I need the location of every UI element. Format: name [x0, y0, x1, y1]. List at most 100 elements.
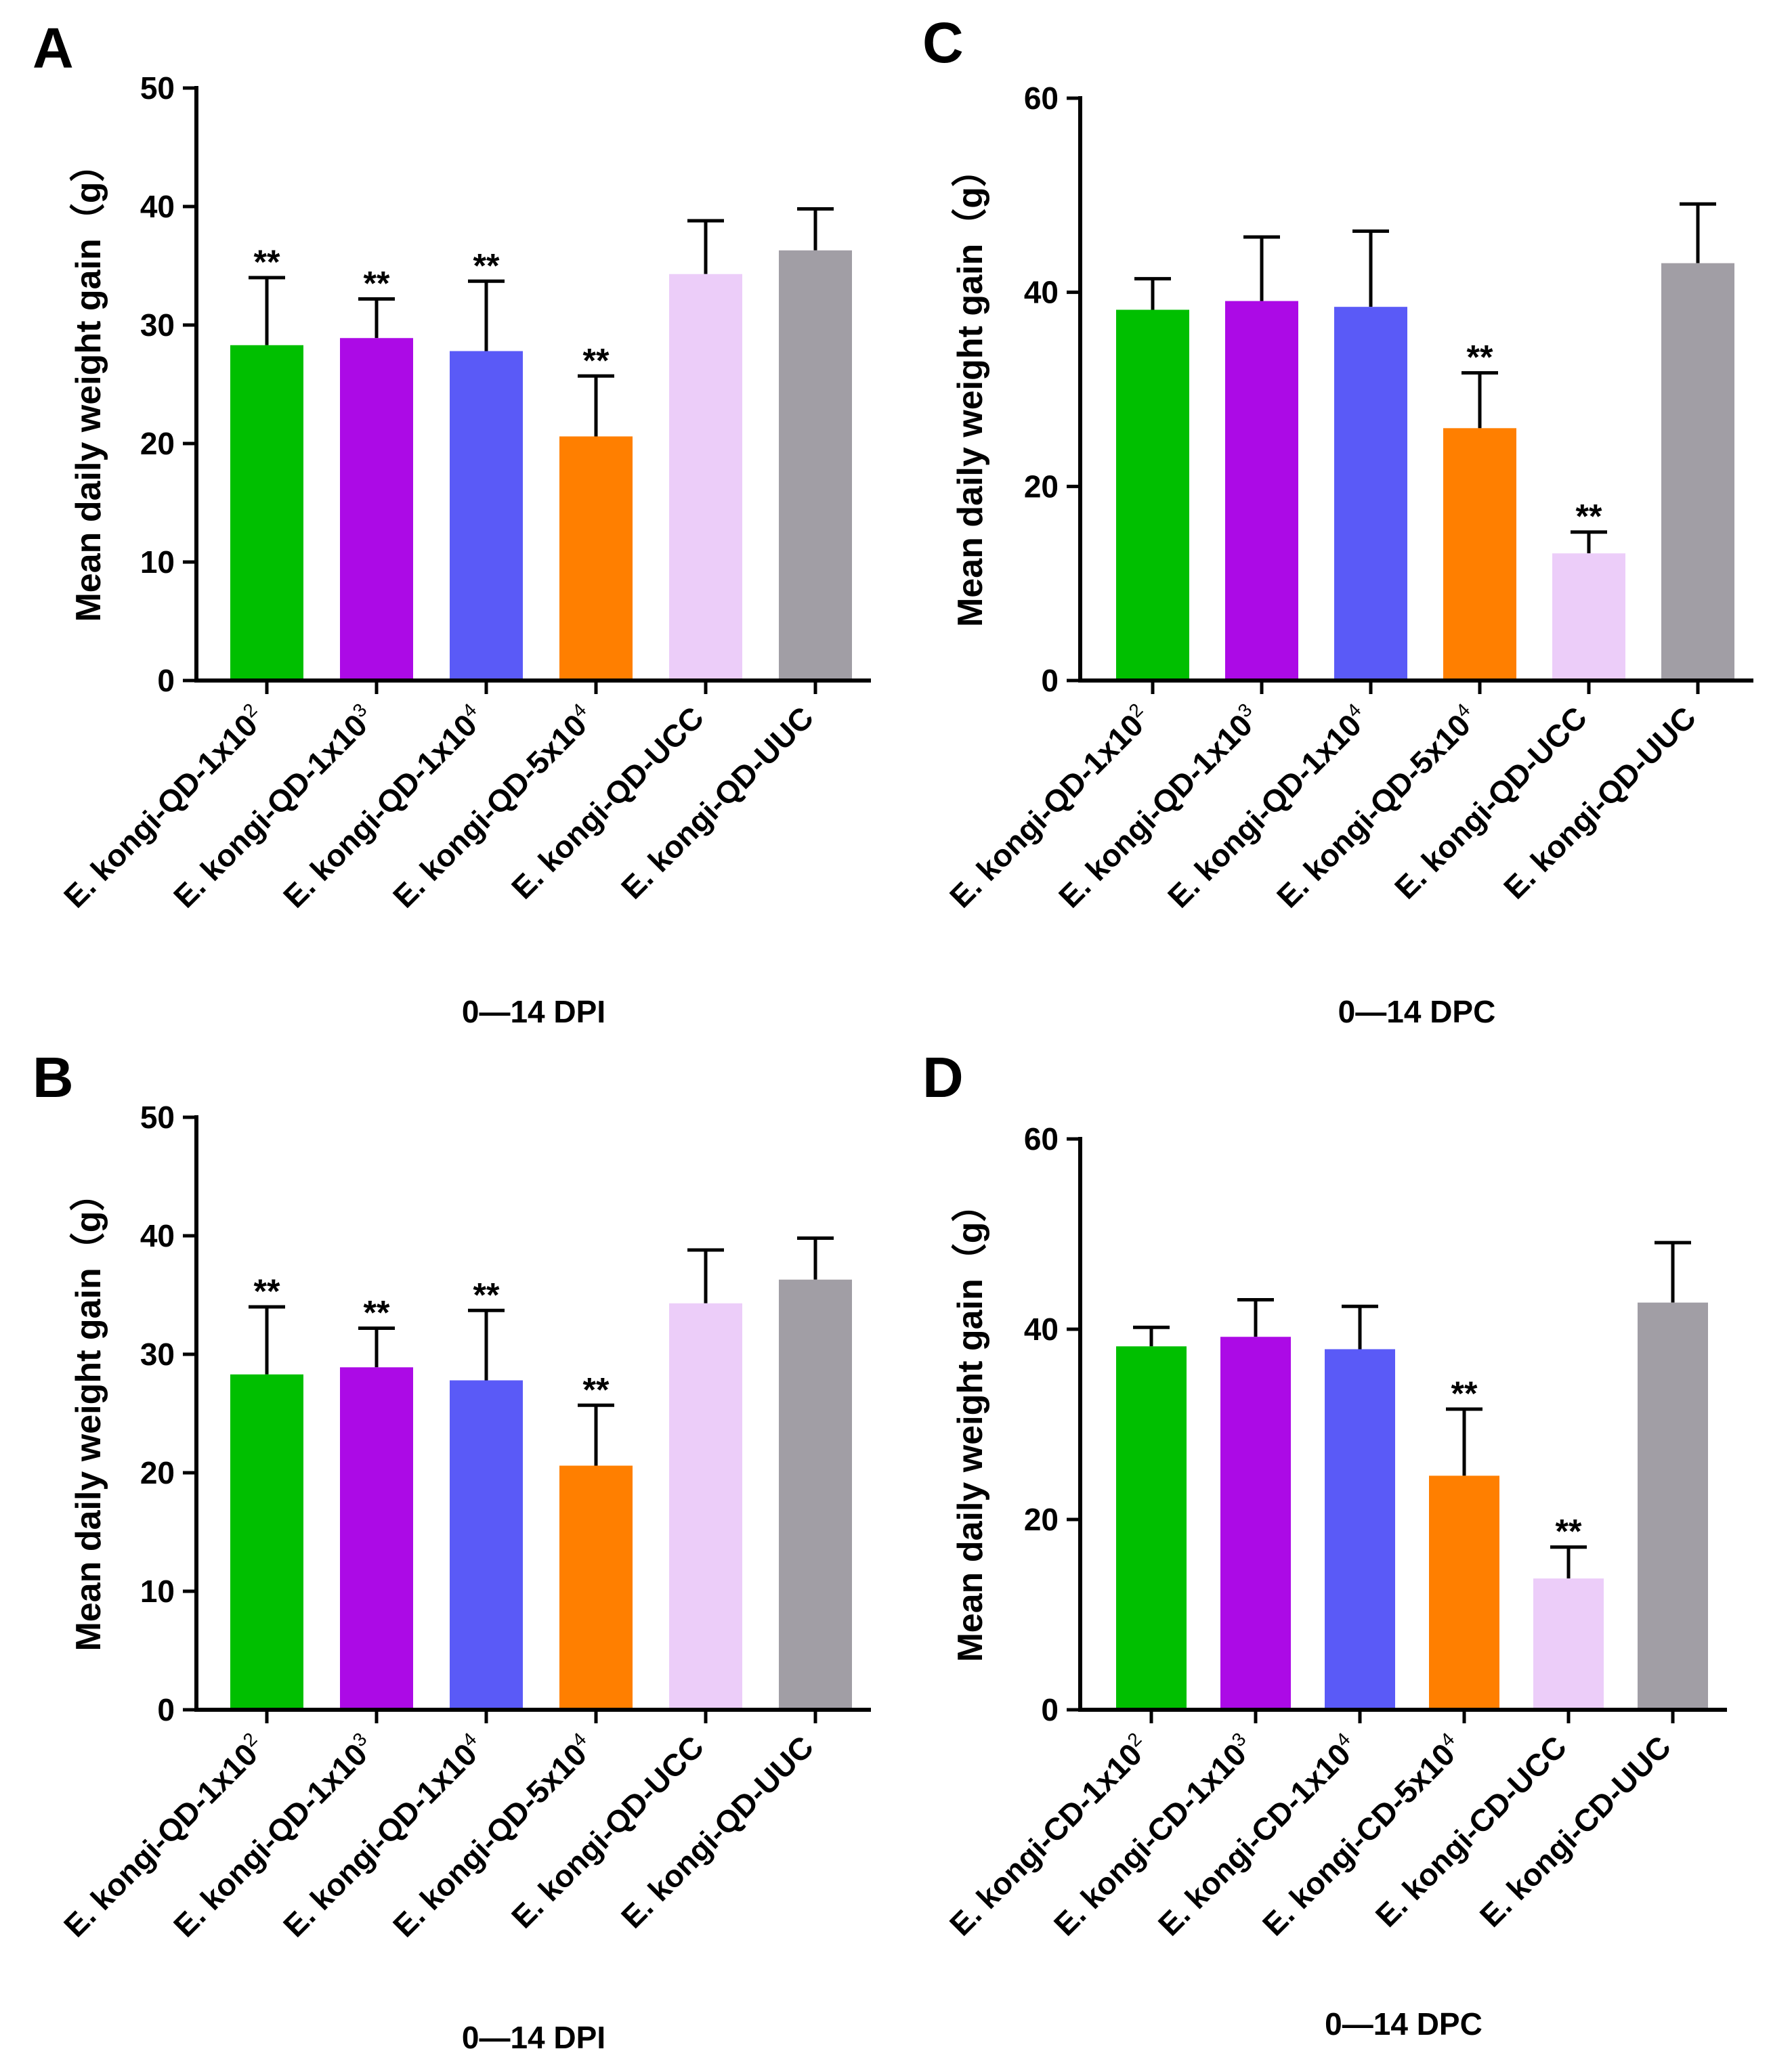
y-tick-label: 0	[1041, 1692, 1059, 1727]
bar	[450, 1380, 523, 1710]
y-tick-label: 0	[157, 663, 175, 698]
bar	[559, 1465, 633, 1710]
category-label: E. kongi-QD-UUC	[614, 1729, 820, 1935]
x-axis-label: 0—14 DPC	[1325, 2006, 1482, 2042]
y-tick-label: 30	[140, 307, 175, 343]
category-label-base: E. kongi-QD-5x10	[386, 707, 593, 914]
category-label-base: E. kongi-QD-UCC	[505, 699, 710, 905]
category-label: E. kongi-QD-5x104	[1269, 699, 1485, 915]
x-axis-label: 0—14 DPI	[462, 2020, 605, 2055]
y-tick-label: 30	[140, 1337, 175, 1372]
category-label-base: E. kongi-QD-1x10	[167, 1736, 374, 1943]
panel-b: B ** E. kongi-QD-1x102 ** E. kongi-QD-1x103 *…	[33, 1045, 871, 2055]
y-tick-label: 40	[1024, 275, 1059, 310]
category-label: E. kongi-QD-1x103	[1051, 699, 1266, 915]
y-tick-label: 50	[140, 70, 175, 106]
category-label: E. kongi-QD-1x104	[276, 699, 491, 915]
category-label-base: E. kongi-QD-1x10	[943, 707, 1150, 914]
y-tick-label: 10	[140, 544, 175, 580]
bar	[1638, 1302, 1708, 1710]
bar	[1225, 301, 1298, 681]
category-label-base: E. kongi-QD-UUC	[1497, 699, 1703, 905]
significance-label: **	[583, 1371, 610, 1408]
y-tick-label: 60	[1024, 81, 1059, 116]
y-tick-label: 20	[140, 426, 175, 461]
category-label: E. kongi-QD-UCC	[505, 699, 710, 905]
bar	[340, 338, 413, 681]
category-label: E. kongi-QD-1x103	[166, 1729, 381, 1944]
significance-label: **	[1467, 339, 1493, 376]
category-label: E. kongi-QD-1x104	[276, 1729, 491, 1944]
significance-label: **	[473, 246, 500, 284]
category-label-base: E. kongi-QD-1x10	[276, 1736, 484, 1943]
y-tick-label: 40	[140, 189, 175, 224]
y-tick-label: 0	[157, 1692, 175, 1727]
bar	[450, 351, 523, 681]
category-label: E. kongi-QD-5x104	[385, 699, 601, 915]
bar	[779, 250, 852, 681]
y-axis-label: Mean daily weight gain（g）	[951, 1186, 990, 1662]
bar	[1661, 263, 1734, 681]
y-tick-label: 40	[1024, 1312, 1059, 1347]
significance-label: **	[473, 1276, 500, 1314]
category-label: E. kongi-QD-1x104	[1160, 699, 1375, 915]
significance-label: **	[254, 243, 280, 281]
bar	[1443, 428, 1516, 681]
category-label-base: E. kongi-QD-UCC	[1388, 699, 1594, 905]
category-label-base: E. kongi-QD-1x10	[57, 1736, 264, 1943]
bar	[1334, 307, 1407, 681]
category-label: E. kongi-QD-5x104	[385, 1729, 601, 1944]
y-tick-label: 40	[140, 1218, 175, 1253]
y-tick-label: 60	[1024, 1121, 1059, 1157]
bar	[1533, 1578, 1604, 1710]
x-axis-label: 0—14 DPI	[462, 994, 605, 1029]
category-label-base: E. kongi-QD-5x10	[1270, 707, 1477, 914]
category-label-base: E. kongi-CD-1x10	[943, 1736, 1149, 1942]
y-tick-label: 20	[140, 1455, 175, 1490]
y-tick-label: 20	[1024, 469, 1059, 504]
bar	[669, 1303, 742, 1710]
bar	[1116, 309, 1189, 681]
panel-letter: C	[922, 11, 964, 74]
category-label-base: E. kongi-QD-1x10	[1161, 707, 1368, 914]
category-label-base: E. kongi-CD-UUC	[1473, 1729, 1678, 1933]
panel-a: A ** E. kongi-QD-1x102 ** E. kongi-QD-1x103 *…	[33, 16, 871, 1029]
category-label-base: E. kongi-CD-1x10	[1151, 1736, 1357, 1942]
y-axis-label: Mean daily weight gain（g）	[951, 152, 990, 627]
bar	[779, 1279, 852, 1710]
panel-letter: B	[33, 1045, 74, 1109]
bar	[1325, 1349, 1395, 1710]
category-label-base: E. kongi-QD-1x10	[57, 707, 264, 914]
category-label: E. kongi-QD-UCC	[505, 1729, 710, 1935]
bar	[230, 1374, 303, 1710]
y-tick-label: 20	[1024, 1502, 1059, 1537]
category-label: E. kongi-QD-UUC	[1497, 699, 1703, 905]
category-label-base: E. kongi-QD-1x10	[167, 707, 374, 914]
category-label: E. kongi-CD-5x104	[1255, 1729, 1469, 1943]
significance-label: **	[1451, 1375, 1478, 1413]
category-label-base: E. kongi-CD-1x10	[1047, 1736, 1253, 1942]
bar	[1429, 1475, 1499, 1710]
significance-label: **	[583, 341, 610, 379]
significance-label: **	[254, 1272, 280, 1310]
category-label: E. kongi-QD-1x102	[56, 1729, 272, 1944]
x-axis-label: 0—14 DPC	[1338, 994, 1496, 1029]
category-label: E. kongi-QD-1x103	[166, 699, 381, 915]
category-label: E. kongi-CD-1x104	[1151, 1729, 1365, 1943]
bar	[340, 1367, 413, 1710]
y-tick-label: 10	[140, 1574, 175, 1609]
category-label-base: E. kongi-QD-UUC	[614, 699, 820, 905]
bar	[559, 436, 633, 681]
category-label: E. kongi-QD-UUC	[614, 699, 820, 905]
y-axis-label: Mean daily weight gain（g）	[69, 146, 108, 622]
bar	[1552, 553, 1625, 681]
category-label-base: E. kongi-QD-UCC	[505, 1729, 710, 1935]
category-label: E. kongi-CD-1x102	[942, 1729, 1156, 1943]
bar	[230, 345, 303, 681]
panel-letter: D	[922, 1045, 964, 1109]
category-label: E. kongi-QD-1x102	[942, 699, 1157, 915]
category-label-base: E. kongi-QD-UUC	[614, 1729, 820, 1935]
significance-label: **	[364, 265, 390, 303]
